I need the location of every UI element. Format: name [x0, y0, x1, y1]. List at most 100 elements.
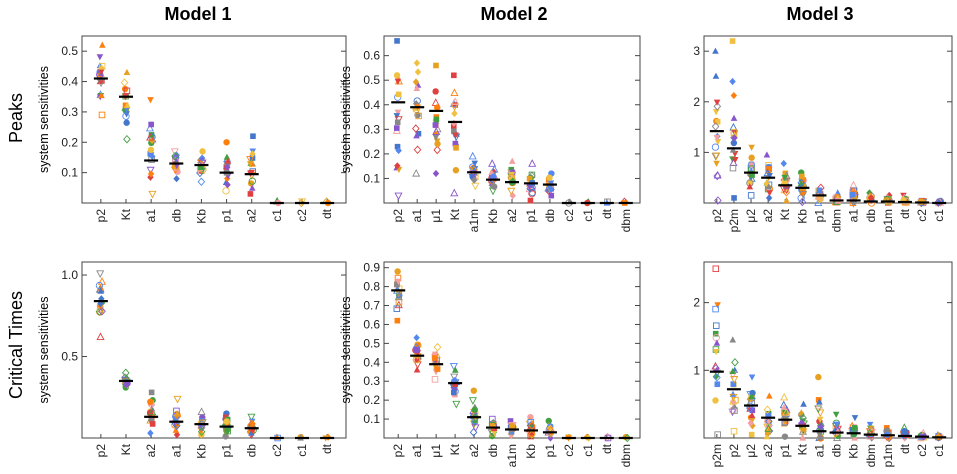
data-point-Kb: [800, 177, 806, 183]
data-point-p2: [729, 396, 738, 405]
category-label-a1: a1: [410, 209, 424, 223]
data-point-a1m: [508, 423, 516, 430]
row-label-critical-times: Critical Times: [6, 291, 26, 399]
category-label-μ2: μ2: [744, 209, 758, 223]
data-point-a2: [764, 424, 773, 432]
row-label-peaks: Peaks: [6, 93, 26, 143]
data-point-p1: [223, 139, 230, 146]
data-point-p1: [223, 153, 231, 160]
data-point-Kt: [450, 188, 459, 197]
y-tick-label: 0.5: [61, 44, 78, 58]
data-point-p2: [714, 139, 722, 146]
data-point-p2: [730, 427, 738, 435]
category-label-p1: p1: [524, 209, 538, 223]
data-point-p2m: [729, 164, 737, 172]
category-label-a2: a2: [761, 209, 775, 223]
y-tick-label: 0.2: [363, 147, 380, 161]
data-point-a1: [148, 121, 154, 128]
y-tick-label: 0.1: [363, 412, 380, 426]
y-axis-label: system sensitivities: [339, 297, 353, 404]
data-point-p2: [395, 298, 403, 306]
data-point-a2: [765, 194, 773, 202]
y-axis-label: system sensitivities: [37, 297, 51, 404]
data-point-μ1: [432, 134, 440, 141]
data-point-μ1: [433, 62, 439, 69]
data-point-a1m: [469, 170, 478, 179]
category-label-a1: a1: [169, 444, 183, 458]
category-label-c2: c2: [270, 444, 284, 457]
data-point-Kb: [197, 407, 206, 415]
category-label-db: db: [543, 209, 557, 223]
data-point-Kt: [123, 134, 131, 144]
y-axis-label: system sensitivities: [37, 66, 51, 173]
category-label-Kt: Kt: [778, 208, 792, 220]
data-point-a1: [172, 426, 180, 433]
category-label-a2: a2: [505, 209, 519, 223]
data-point-db: [170, 148, 179, 156]
data-point-a1m: [471, 160, 479, 167]
y-tick-label: 0.7: [363, 299, 380, 313]
data-point-μ2: [748, 165, 755, 172]
data-point-μ1: [434, 104, 441, 111]
data-point-a1: [148, 136, 156, 145]
data-point-μ1: [431, 376, 439, 383]
data-point-a2: [248, 184, 256, 191]
data-point-dbm: [867, 428, 876, 437]
data-point-Kt: [782, 170, 789, 177]
data-point-Kt: [452, 132, 459, 139]
data-point-a1m: [507, 418, 514, 424]
data-point-Kt: [123, 87, 131, 95]
category-label-a2: a2: [144, 444, 158, 458]
y-tick-label: 3: [693, 44, 700, 58]
data-point-p2m: [714, 381, 721, 388]
y-tick-label: 0.5: [363, 73, 380, 87]
category-label-dt: dt: [320, 208, 334, 219]
data-point-Kt: [123, 68, 131, 76]
data-point-db: [867, 194, 875, 202]
data-point-Kt: [783, 196, 790, 204]
data-point-p2: [96, 270, 105, 278]
category-label-c2: c2: [562, 444, 576, 457]
data-point-p2m: [731, 134, 738, 142]
data-point-a1: [147, 97, 154, 104]
data-point-p1: [815, 193, 823, 201]
data-point-a1: [816, 409, 825, 418]
data-point-p2: [395, 278, 402, 285]
column-title-model-3: Model 3: [786, 4, 853, 24]
data-point-a1m: [471, 182, 480, 191]
category-label-dbm: dbm: [864, 444, 878, 467]
data-point-p1: [526, 175, 533, 182]
data-point-a2: [508, 171, 516, 179]
y-tick-label: 0.2: [61, 135, 78, 149]
data-point-μ2: [748, 161, 755, 168]
category-label-a1m: a1m: [505, 444, 519, 467]
category-label-Kb: Kb: [847, 444, 861, 459]
data-point-Kt: [781, 174, 789, 182]
data-point-a2: [149, 421, 156, 427]
data-point-p2m: [712, 397, 719, 404]
plot-frame: [81, 261, 347, 439]
y-tick-label: 0.3: [363, 374, 380, 388]
data-point-Kt: [123, 101, 131, 108]
category-label-p1: p1: [220, 209, 234, 223]
data-point-p2: [394, 38, 400, 44]
data-point-p2: [394, 292, 403, 301]
data-point-p1: [528, 159, 537, 167]
data-point-p2: [96, 54, 104, 61]
data-point-p1: [528, 188, 537, 197]
data-point-a1: [147, 146, 155, 154]
data-point-a2: [766, 166, 772, 172]
data-point-Kt: [799, 434, 807, 441]
panel-critical-times-model-3: 1 2 p2m p2 μ2 a2 p1 Kt a1 db Kb dbm p1m dt c2 c1: [693, 261, 953, 467]
category-label-p2: p2: [710, 209, 724, 223]
category-label-p2m: p2m: [710, 444, 724, 467]
data-point-db: [548, 185, 555, 193]
data-point-a2: [765, 183, 772, 190]
data-point-p2: [98, 63, 106, 70]
data-point-p2m: [714, 302, 721, 309]
category-label-dt: dt: [898, 443, 912, 454]
category-label-μ2: μ2: [744, 444, 758, 458]
data-point-Kt: [452, 139, 460, 146]
data-point-a2: [765, 412, 771, 419]
